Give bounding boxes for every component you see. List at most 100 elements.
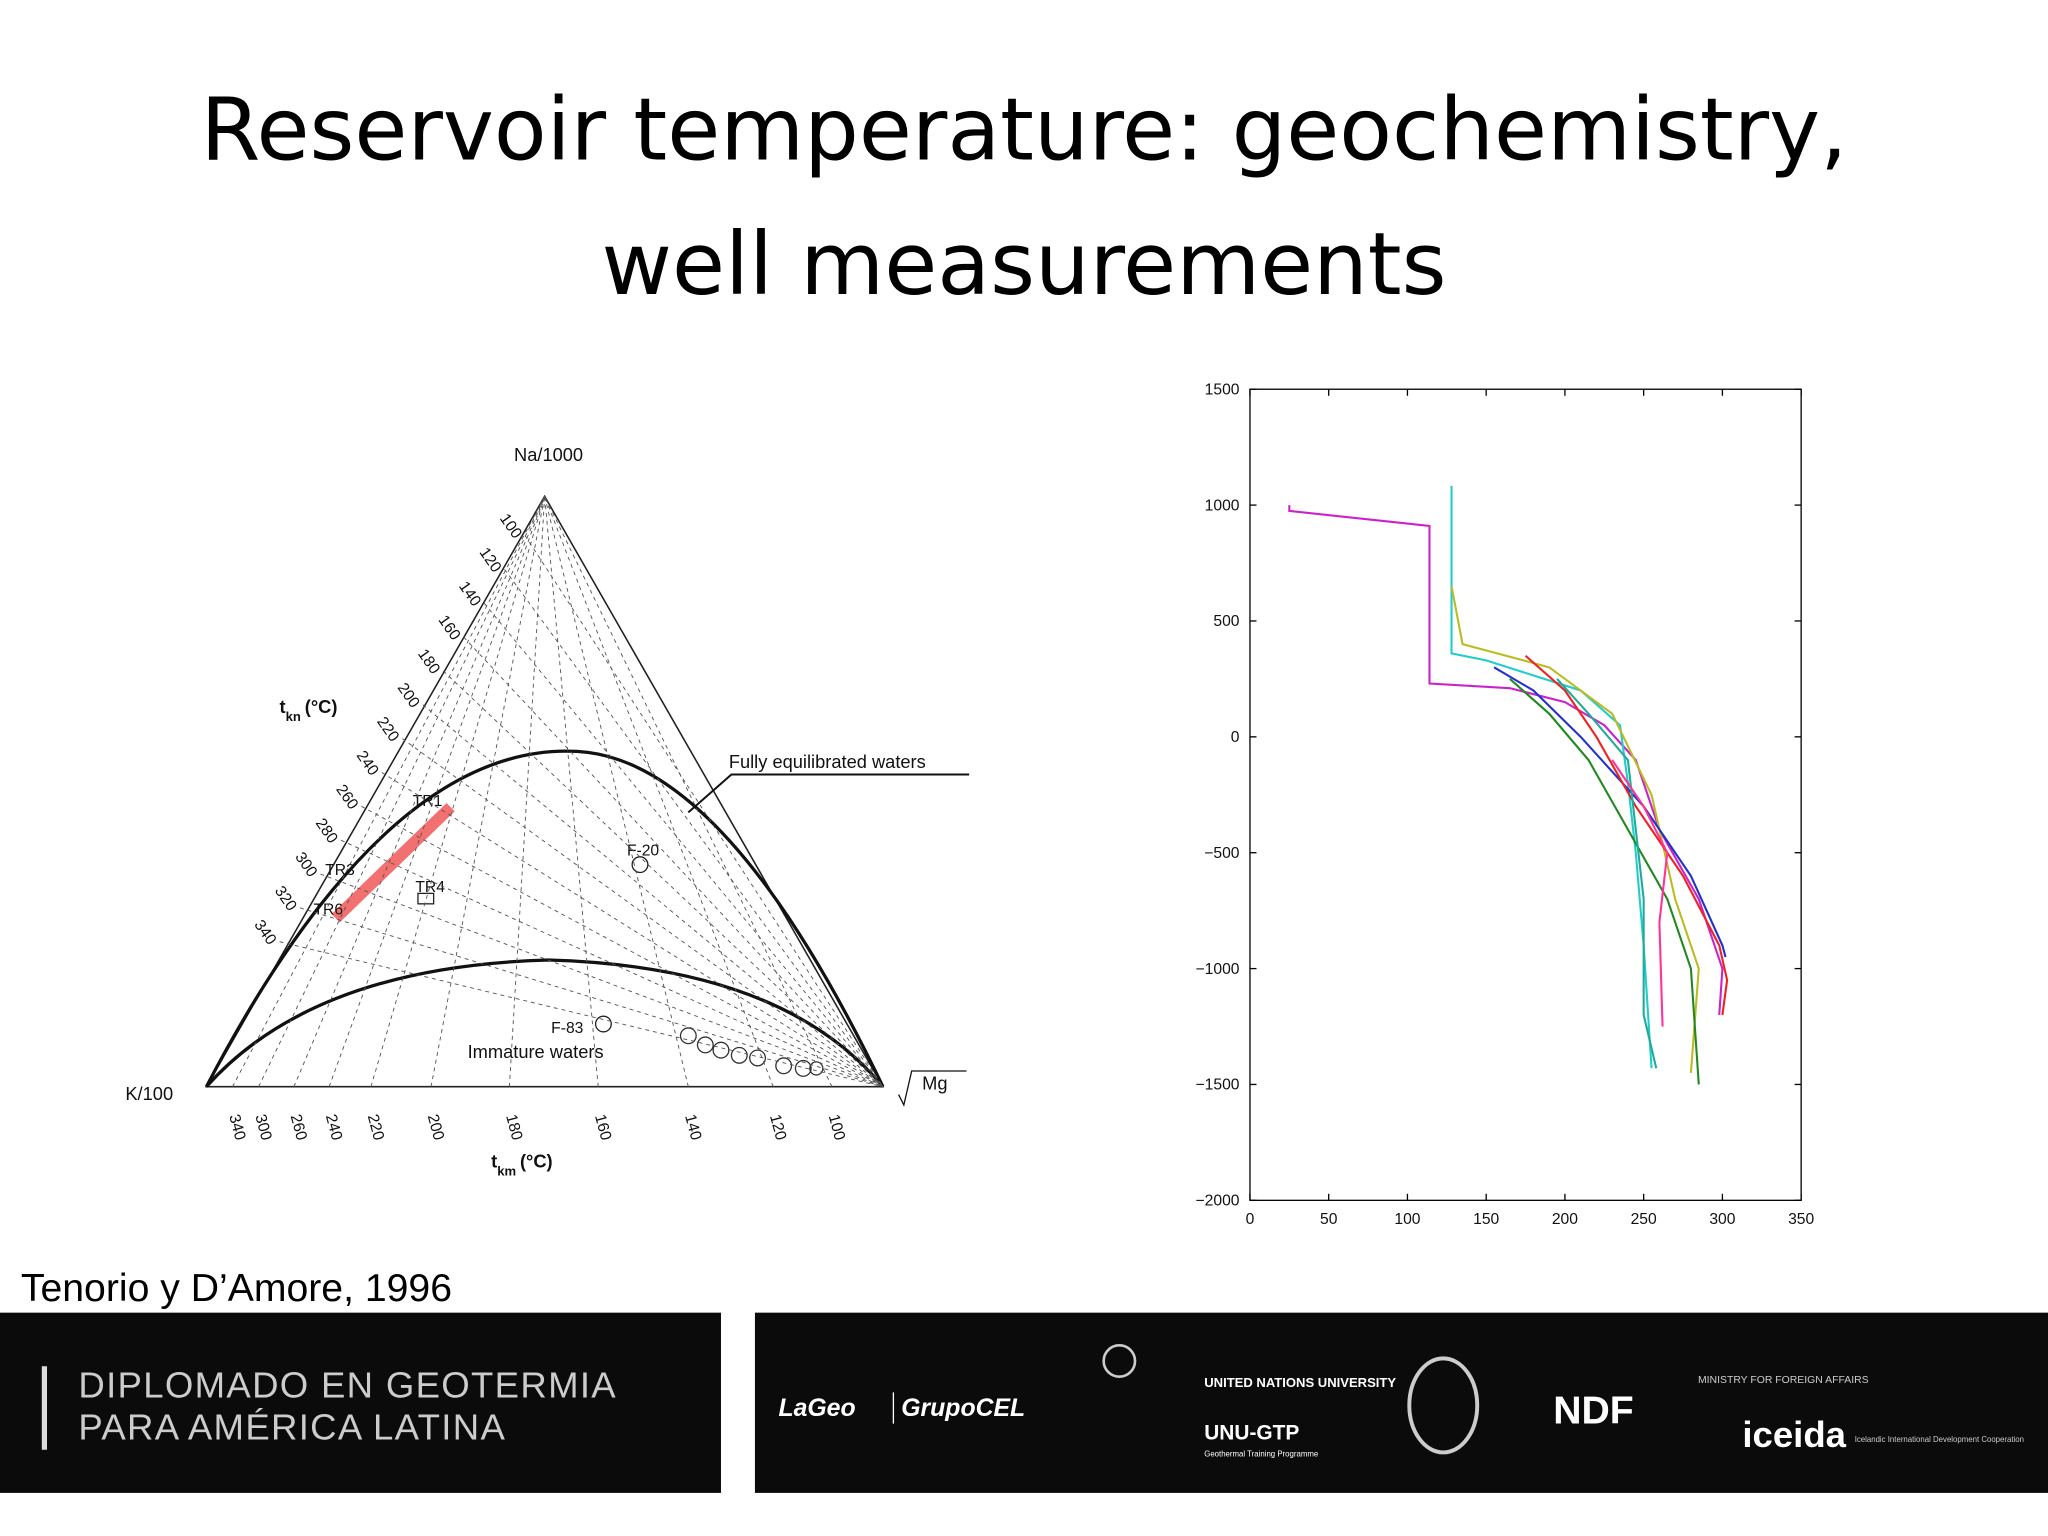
tick-label: 140 <box>455 579 484 610</box>
footer-left <box>0 1312 721 1493</box>
y-tick-label: 0 <box>1231 729 1240 746</box>
logo: UNITED NATIONS UNIVERSITY <box>1204 1375 1396 1390</box>
title: well measurements <box>602 215 1447 315</box>
x-tick-label: 300 <box>1709 1211 1735 1228</box>
tick-label: 100 <box>825 1113 848 1143</box>
point-label: F-83 <box>551 1020 583 1037</box>
y-tick-label: 1000 <box>1205 497 1240 514</box>
series-line <box>1450 586 1700 1073</box>
tick-label: 300 <box>251 1113 274 1143</box>
point-label: F-20 <box>627 843 659 860</box>
series-line <box>1288 505 1724 1016</box>
citation: Tenorio y D’Amore, 1996 <box>21 1267 452 1310</box>
tick-label: 240 <box>353 748 382 779</box>
y-tick-label: −1500 <box>1196 1077 1240 1094</box>
fan-line <box>279 941 884 1088</box>
x-tick-label: 50 <box>1320 1211 1338 1228</box>
y-tick-label: 1500 <box>1205 381 1240 398</box>
logo: NDF <box>1553 1390 1634 1433</box>
fan-line <box>430 496 546 1087</box>
point <box>417 892 435 905</box>
fan-line <box>381 772 884 1088</box>
tick-label: 340 <box>225 1113 248 1143</box>
axis-title: tkn (°C) <box>280 696 338 724</box>
fan-line <box>361 805 884 1088</box>
tick-label: 260 <box>287 1113 310 1143</box>
fan-line <box>328 496 546 1087</box>
fan-line <box>463 636 884 1088</box>
series-line <box>1509 678 1700 1085</box>
triangle <box>205 494 885 1088</box>
immature-points <box>679 1027 824 1077</box>
point <box>594 1015 612 1033</box>
fan-line <box>320 873 884 1088</box>
plot-frame <box>1249 388 1802 1201</box>
tick-label: 180 <box>414 646 443 677</box>
logo: GrupoCEL <box>901 1395 1025 1422</box>
fan-line <box>232 496 546 1087</box>
fan-line <box>442 670 884 1088</box>
fan-line <box>422 704 884 1088</box>
fan-line <box>370 496 546 1087</box>
point <box>631 856 649 874</box>
x-tick-label: 150 <box>1473 1211 1499 1228</box>
program-name: PARA AMÉRICA LATINA <box>78 1406 506 1447</box>
logo: Geothermal Training Programme <box>1204 1449 1318 1458</box>
apex-label: K/100 <box>125 1083 173 1104</box>
series-line <box>1524 654 1729 1016</box>
x-tick-label: 250 <box>1631 1211 1657 1228</box>
equilibrium-curve <box>204 749 885 1088</box>
leader-line <box>687 773 970 814</box>
ternary-diagram: Na/1000 K/100 Mg tkn (°C) tkm (°C) Fully e… <box>125 444 970 1179</box>
seal <box>1407 1356 1480 1455</box>
fan-line <box>483 602 884 1087</box>
logo: MINISTRY FOR FOREIGN AFFAIRS <box>1698 1375 1869 1386</box>
y-tick-label: −2000 <box>1196 1193 1240 1210</box>
tick-label: 280 <box>312 815 341 846</box>
x-tick-label: 200 <box>1552 1211 1578 1228</box>
program-name: DIPLOMADO EN GEOTERMIA <box>78 1365 617 1406</box>
tick-label: 180 <box>502 1113 525 1143</box>
fan-line <box>258 496 546 1087</box>
fan-line <box>340 839 884 1088</box>
curve-label: Immature waters <box>468 1041 604 1062</box>
tick-label: 200 <box>424 1113 447 1143</box>
tick-label: 160 <box>591 1113 614 1143</box>
un-emblem <box>1102 1344 1137 1378</box>
tick-label: 300 <box>291 849 320 880</box>
point-label: TR6 <box>313 901 343 918</box>
footer-right <box>754 1312 2048 1493</box>
y-tick-label: −500 <box>1204 845 1240 862</box>
x-tick-label: 350 <box>1788 1211 1814 1228</box>
fan-line <box>544 496 774 1087</box>
apex-label: Mg <box>922 1072 947 1093</box>
fan-line <box>504 569 884 1087</box>
point-label: TR4 <box>415 879 445 896</box>
tick-label: 120 <box>476 545 505 576</box>
series-line <box>1556 678 1658 1069</box>
tick-label: 140 <box>681 1113 704 1143</box>
logo: iceida <box>1742 1414 1846 1455</box>
y-tick-label: −1000 <box>1196 961 1240 978</box>
fan-line <box>544 496 599 1087</box>
tick-label: 260 <box>332 782 361 813</box>
logo: LaGeo <box>778 1395 855 1422</box>
x-tick-label: 0 <box>1246 1211 1255 1228</box>
fan-line <box>402 738 884 1088</box>
tick-label: 120 <box>766 1113 789 1143</box>
fan-line <box>524 535 884 1087</box>
title: Reservoir temperature: geochemistry, <box>200 80 1847 180</box>
sqrt-sign <box>898 1070 967 1107</box>
point-label: TR3 <box>325 862 355 879</box>
y-tick-label: 500 <box>1213 613 1239 630</box>
series-line <box>1611 759 1669 1027</box>
logo: Icelandic International Development Coop… <box>1855 1435 2024 1444</box>
tick-label: 160 <box>435 612 464 643</box>
axis-title: tkm (°C) <box>491 1151 553 1179</box>
logo: UNU-GTP <box>1204 1421 1299 1444</box>
x-tick-label: 100 <box>1394 1211 1420 1228</box>
fan-line <box>544 496 833 1087</box>
curve-label: Fully equilibrated waters <box>729 751 926 772</box>
